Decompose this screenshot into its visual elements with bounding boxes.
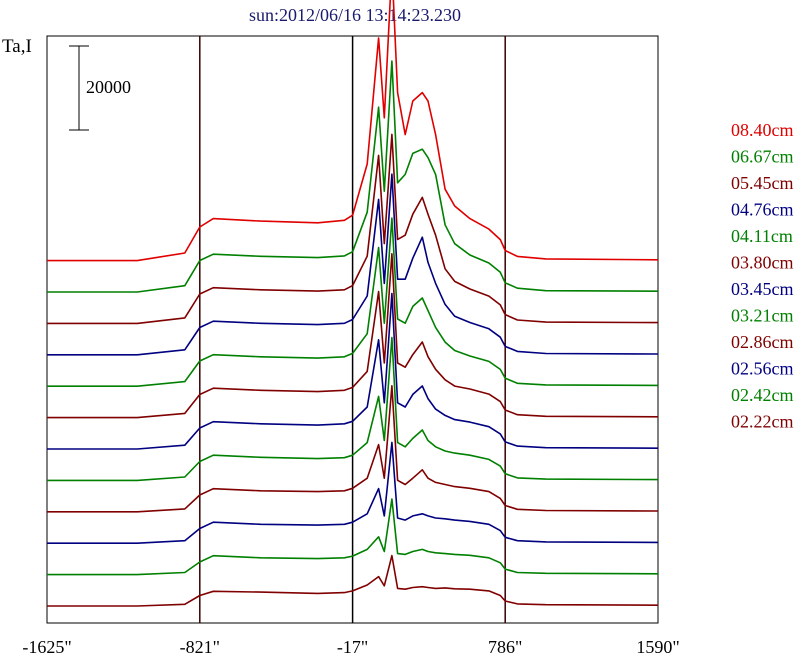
series-line-02.56cm: [47, 441, 659, 545]
legend-entry: 02.56cm: [731, 359, 794, 379]
vertical-markers: [199, 36, 506, 623]
series-layer: [47, 0, 659, 607]
legend-entry: 04.76cm: [731, 200, 794, 220]
series-line-03.80cm: [47, 253, 659, 419]
legend: 08.40cm 06.67cm 05.45cm 04.76cm 04.11cm 03.80…: [731, 120, 794, 432]
legend-entry: 03.80cm: [731, 253, 794, 273]
legend-entry: 08.40cm: [731, 120, 794, 140]
series-line-03.21cm: [47, 336, 659, 482]
series-line-04.11cm: [47, 217, 659, 388]
scale-bar: 20000: [69, 45, 131, 131]
series-line-04.76cm: [47, 173, 659, 356]
series-line-03.45cm: [47, 292, 659, 450]
legend-entry: 03.21cm: [731, 306, 794, 326]
scale-bar-label: 20000: [86, 77, 131, 97]
legend-entry: 05.45cm: [731, 173, 794, 193]
series-line-06.67cm: [47, 60, 659, 293]
legend-entry: 04.11cm: [731, 226, 793, 246]
x-tick-label: -17": [337, 637, 368, 657]
series-line-02.22cm: [47, 554, 659, 607]
x-tick-labels: -1625" -821" -17" 786" 1590": [22, 637, 679, 657]
y-axis-label: Ta,I: [2, 36, 32, 57]
x-tick-label: 786": [488, 637, 522, 657]
legend-entry: 02.86cm: [731, 332, 794, 352]
legend-entry: 03.45cm: [731, 279, 794, 299]
series-line-02.42cm: [47, 498, 659, 576]
legend-entry: 02.22cm: [731, 412, 794, 432]
series-line-08.40cm: [47, 0, 659, 262]
chart-title: sun:2012/06/16 13:14:23.230: [249, 5, 461, 25]
x-tick-label: 1590": [636, 637, 679, 657]
legend-entry: 02.42cm: [731, 385, 794, 405]
series-line-05.45cm: [47, 133, 659, 325]
x-tick-label: -1625": [22, 637, 71, 657]
legend-entry: 06.67cm: [731, 147, 794, 167]
series-line-02.86cm: [47, 384, 659, 513]
x-tick-label: -821": [180, 637, 220, 657]
